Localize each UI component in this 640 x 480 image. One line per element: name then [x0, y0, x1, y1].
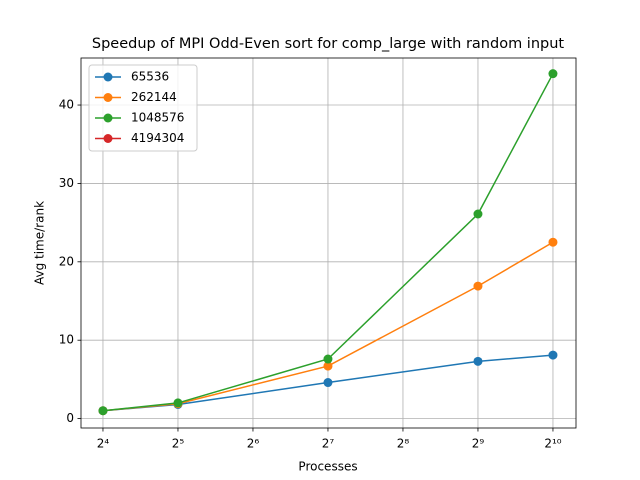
x-tick-label: 2¹⁰	[544, 437, 561, 451]
legend-label: 262144	[131, 90, 177, 104]
x-tick-label: 2⁶	[247, 437, 260, 451]
marker	[473, 356, 483, 366]
x-tick-label: 2⁴	[97, 437, 110, 451]
legend-label: 1048576	[131, 111, 184, 125]
x-tick-label: 2⁸	[397, 437, 410, 451]
x-tick-label: 2⁹	[472, 437, 485, 451]
marker	[548, 237, 558, 247]
marker	[323, 378, 333, 388]
x-tick-label: 2⁷	[322, 437, 335, 451]
marker	[323, 361, 333, 371]
y-axis-label: Avg time/rank	[33, 201, 47, 285]
y-tick-label: 30	[59, 176, 74, 190]
marker	[548, 350, 558, 360]
legend-marker	[103, 72, 113, 82]
marker	[173, 398, 183, 408]
x-axis-label: Processes	[298, 460, 357, 474]
legend-marker	[103, 113, 113, 123]
marker	[473, 281, 483, 291]
marker	[473, 209, 483, 219]
legend-marker	[103, 93, 113, 102]
y-tick-label: 0	[66, 411, 74, 425]
legend-label: 4194304	[131, 131, 184, 145]
legend-marker	[103, 134, 113, 143]
marker	[98, 406, 108, 416]
y-tick-label: 40	[59, 98, 74, 112]
chart-title: Speedup of MPI Odd-Even sort for comp_la…	[92, 36, 565, 52]
plot-frame	[80, 57, 577, 429]
legend-label: 65536	[131, 70, 169, 84]
marker	[548, 69, 558, 79]
marker	[323, 354, 333, 364]
x-tick-label: 2⁵	[172, 437, 185, 451]
y-tick-label: 20	[59, 254, 74, 268]
legend-box	[88, 64, 198, 152]
y-tick-label: 10	[59, 333, 74, 347]
